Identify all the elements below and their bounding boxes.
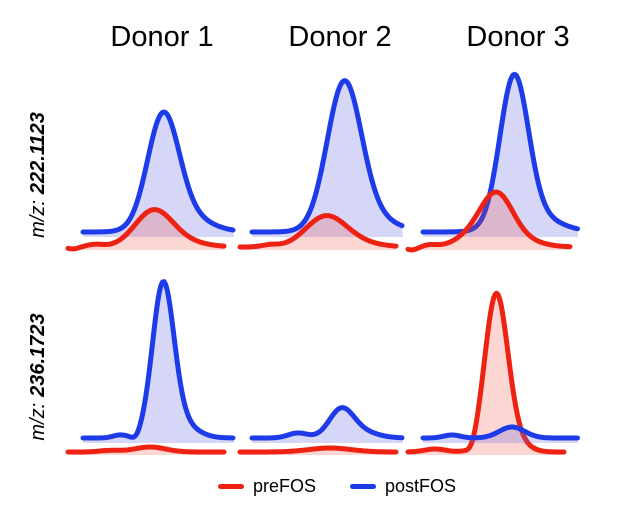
legend-item-postfos: postFOS <box>350 477 456 495</box>
panel-mz222-donor1 <box>65 109 236 252</box>
legend-label-prefos: preFOS <box>253 476 317 496</box>
preFOS-area <box>240 215 396 250</box>
panel-mz222-donor2 <box>237 78 405 250</box>
postFOS-trace <box>80 279 236 441</box>
panel-mz222-donor3 <box>405 71 580 253</box>
preFOS-trace <box>405 290 567 455</box>
legend-item-prefos: preFOS <box>218 477 316 495</box>
column-header-donor-1: Donor 1 <box>110 21 214 53</box>
legend-label-postfos: postFOS <box>385 476 457 496</box>
preFOS-area <box>68 209 225 250</box>
postFOS-area <box>252 80 403 237</box>
preFOS-trace <box>65 444 227 455</box>
postFOS-trace <box>80 109 236 235</box>
prefos-line-swatch-icon <box>218 483 244 489</box>
preFOS-area <box>408 293 565 455</box>
panel-mz236-donor2 <box>237 405 405 455</box>
panel-mz236-donor1 <box>65 279 236 455</box>
preFOS-trace <box>65 207 227 252</box>
panel-mz236-donor3 <box>405 290 580 455</box>
postFOS-trace <box>420 71 580 235</box>
preFOS-trace <box>237 213 399 250</box>
postFOS-area <box>423 74 578 237</box>
postFOS-trace <box>249 405 405 441</box>
column-header-donor-2: Donor 2 <box>288 21 392 53</box>
postfos-line-swatch-icon <box>350 483 377 489</box>
postFOS-area <box>83 281 234 443</box>
preFOS-trace <box>237 445 399 455</box>
postFOS-area <box>83 112 234 237</box>
postFOS-trace <box>420 424 580 441</box>
postFOS-trace <box>249 78 405 235</box>
legend: preFOS postFOS <box>218 477 456 495</box>
column-header-donor-3: Donor 3 <box>466 21 570 53</box>
preFOS-trace <box>405 189 573 253</box>
